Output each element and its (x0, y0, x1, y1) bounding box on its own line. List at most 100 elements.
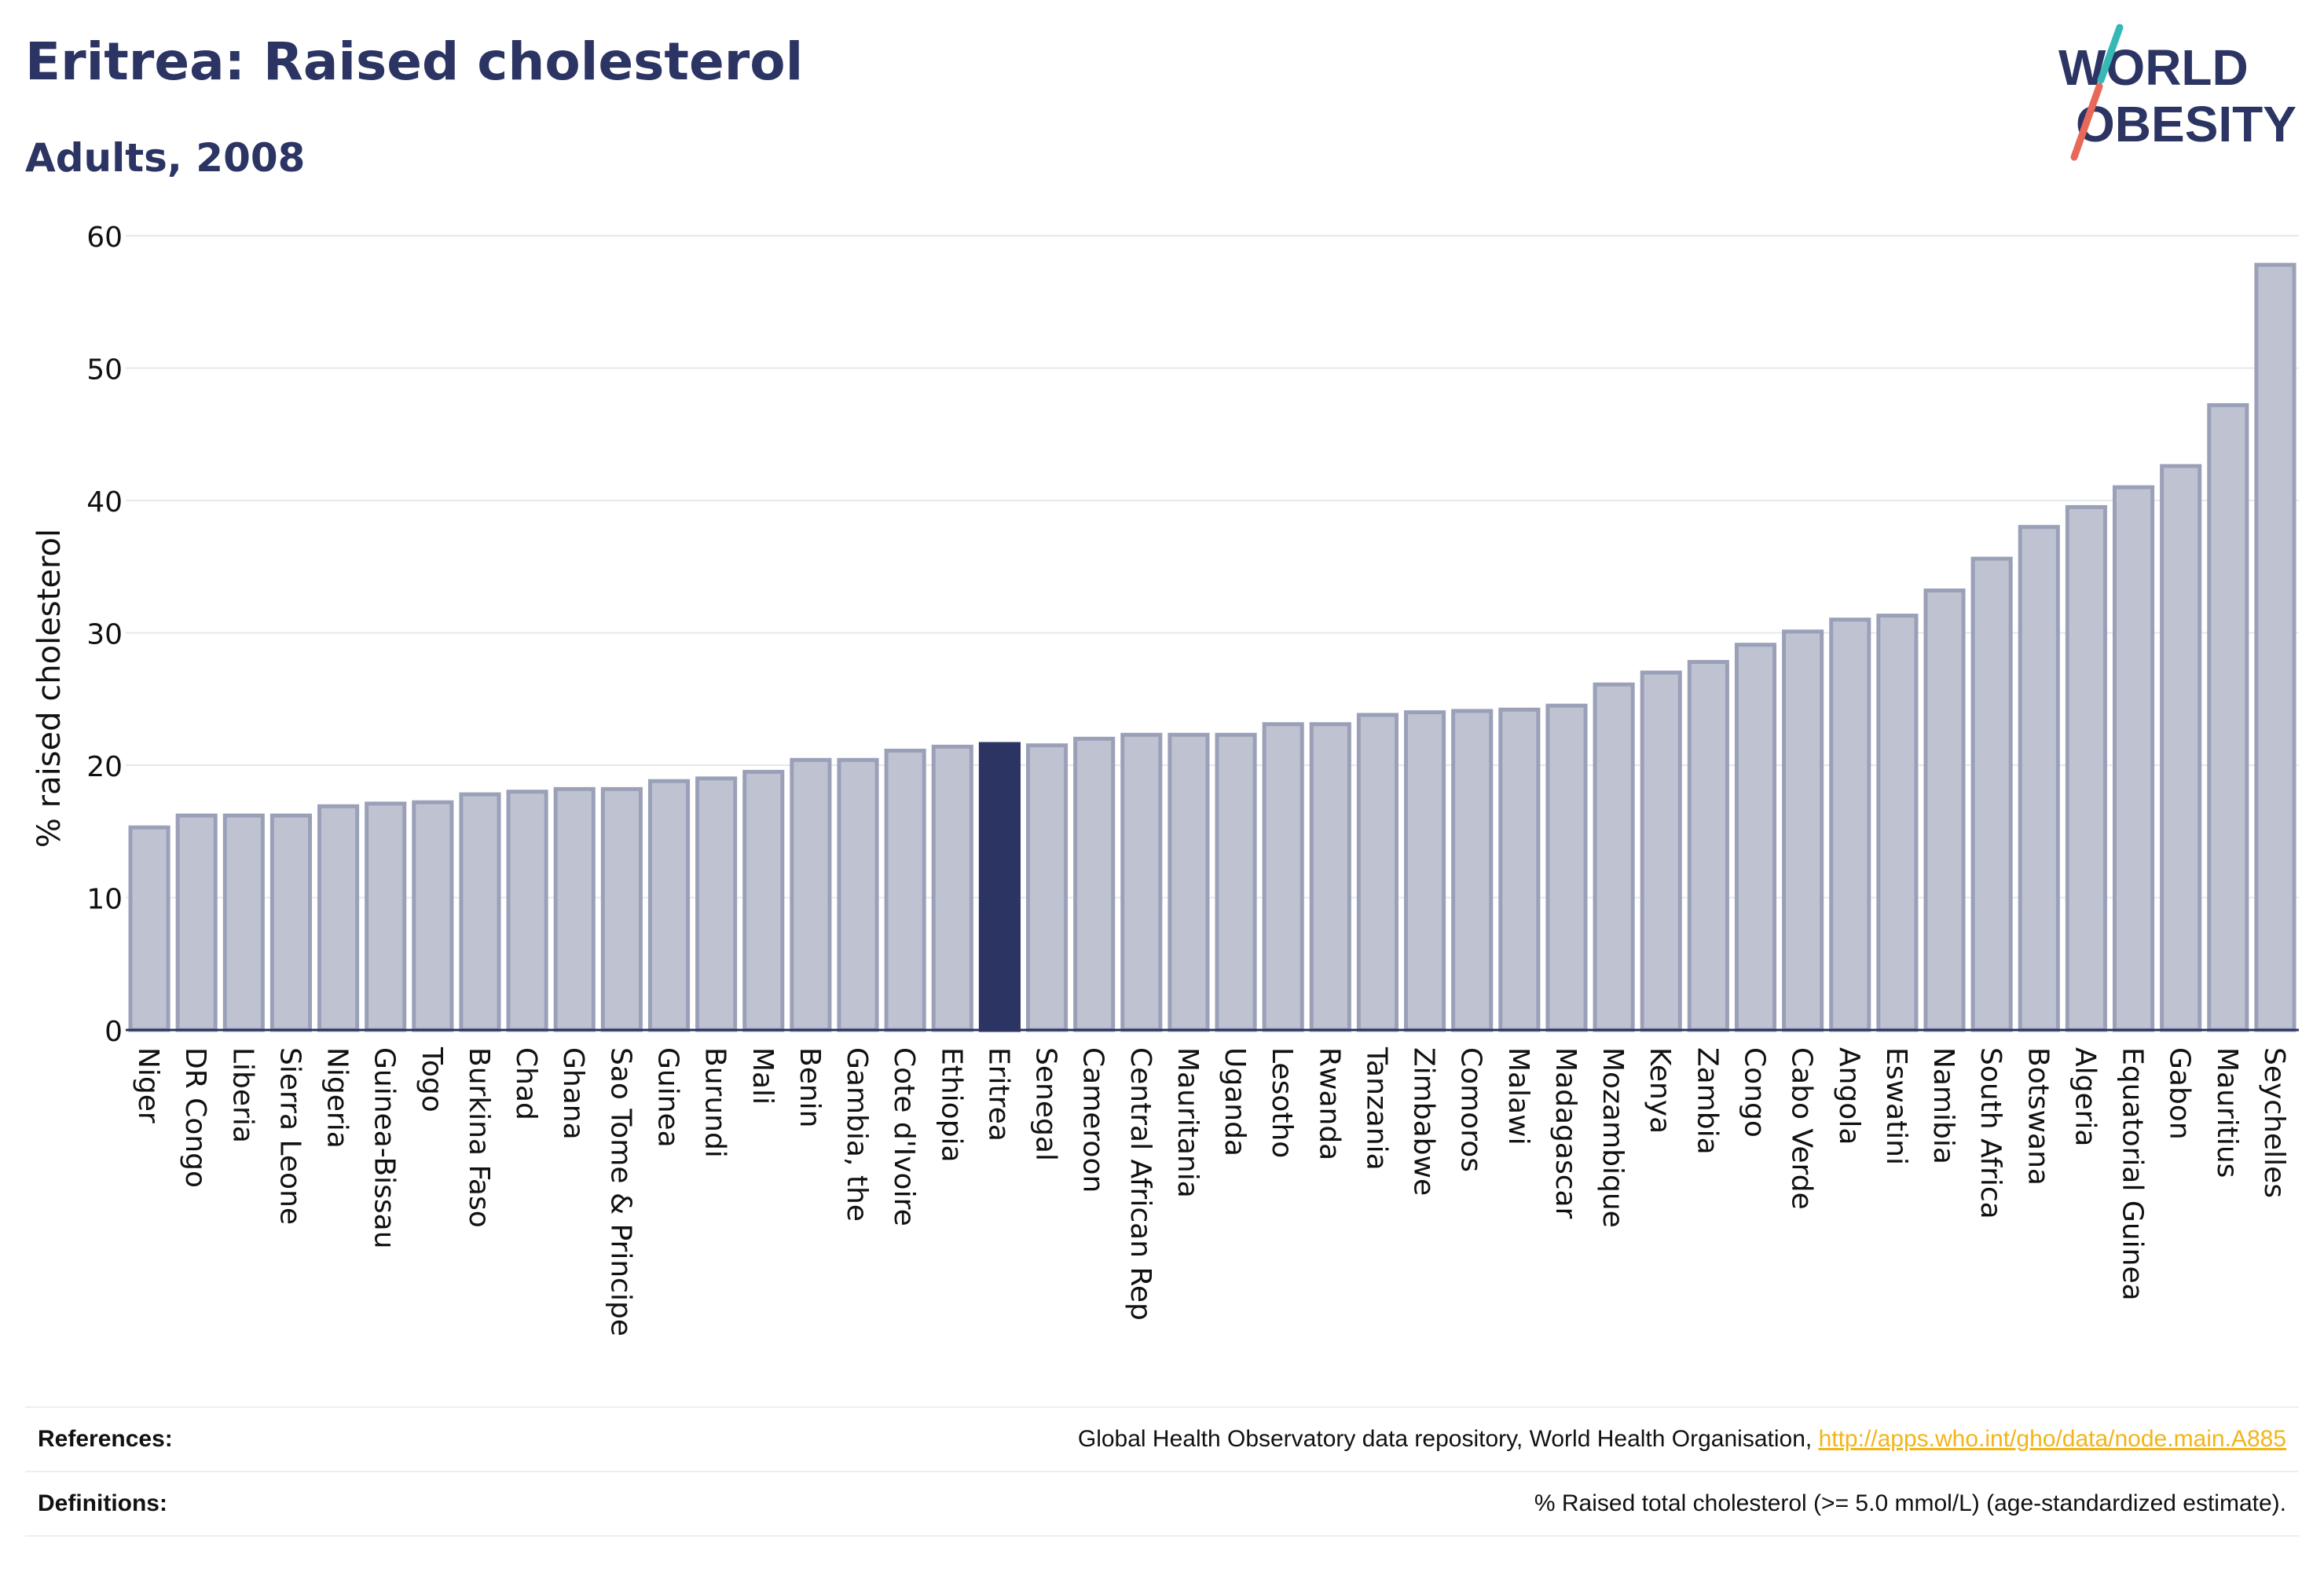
bar-angola (1829, 618, 1871, 1032)
x-tick-label: Seychelles (2258, 1047, 2290, 1198)
x-tick-label: Zambia (1691, 1047, 1723, 1155)
x-tick-label: Senegal (1030, 1047, 1062, 1161)
logo-word-1: WORLD (2058, 39, 2249, 96)
bar-nigeria (317, 804, 360, 1032)
bar-malawi (1498, 707, 1541, 1032)
bar-burundi (695, 776, 738, 1032)
bar-sao-tome-principe (600, 786, 643, 1032)
bar-ethiopia (931, 744, 973, 1032)
bar-ghana (553, 786, 596, 1032)
y-tick-label: 30 (86, 619, 123, 651)
logo-slash-teal (2097, 24, 2124, 84)
bar-togo (412, 800, 454, 1032)
x-tick-label: Burkina Faso (463, 1047, 495, 1228)
x-tick-label: Angola (1833, 1047, 1865, 1145)
x-tick-label: Togo (416, 1046, 448, 1112)
x-tick-label: Algeria (2069, 1047, 2101, 1147)
bar-niger (128, 825, 170, 1032)
x-tick-label: Equatorial Guinea (2117, 1047, 2149, 1301)
x-tick-label: Congo (1739, 1047, 1771, 1138)
y-axis-ticks: 0 10 20 30 40 50 60 (86, 222, 123, 1048)
bar-liberia (222, 813, 265, 1032)
bar-benin (790, 757, 832, 1032)
bar-south-africa (1970, 556, 2013, 1032)
bar-kenya (1640, 670, 1682, 1032)
x-tick-label: Botswana (2022, 1047, 2054, 1186)
references-label: References: (38, 1426, 173, 1452)
definitions-label: Definitions: (38, 1490, 167, 1516)
logo-word-2: OBESITY (2076, 96, 2297, 152)
x-tick-label: Benin (794, 1047, 826, 1127)
bar-zambia (1687, 660, 1729, 1032)
x-tick-label: Liberia (226, 1047, 258, 1143)
bar-cote-d-ivoire (884, 748, 926, 1032)
x-tick-label: Sao Tome & Principe (604, 1047, 636, 1336)
bar-uganda (1215, 732, 1257, 1032)
x-tick-label: Sierra Leone (273, 1047, 306, 1225)
x-tick-label: Rwanda (1313, 1047, 1345, 1160)
bar-chad (506, 790, 548, 1032)
bar-dr-congo (175, 813, 218, 1032)
bar-seychelles (2254, 262, 2297, 1032)
x-tick-label: Zimbabwe (1408, 1047, 1440, 1196)
x-tick-label: Burundi (699, 1047, 731, 1158)
bar-guinea-bissau (365, 801, 407, 1032)
x-tick-label: Mauritius (2211, 1047, 2243, 1178)
y-tick-label: 10 (86, 884, 123, 916)
x-tick-label: Ethiopia (935, 1047, 967, 1163)
x-tick-label: Kenya (1644, 1047, 1676, 1134)
world-obesity-logo: WORLD OBESITY (2058, 24, 2297, 161)
references-row: References: Global Health Observatory da… (25, 1406, 2299, 1471)
logo-slash-coral (2070, 82, 2103, 161)
bar-central-african-rep (1120, 732, 1163, 1032)
x-tick-label: Malawi (1502, 1047, 1534, 1145)
bar-cameroon (1073, 736, 1116, 1032)
x-tick-label: Gambia, the (841, 1047, 873, 1222)
bar-eswatini (1876, 614, 1919, 1032)
x-tick-label: Comoros (1455, 1047, 1487, 1172)
x-tick-label: Niger (132, 1047, 164, 1123)
x-tick-label: Lesotho (1266, 1047, 1298, 1158)
bar-guinea (647, 779, 691, 1032)
definitions-row: Definitions: % Raised total cholesterol … (25, 1471, 2299, 1537)
x-tick-label: Eritrea (982, 1047, 1014, 1142)
x-tick-label: Chad (510, 1047, 542, 1120)
bar-senegal (1025, 743, 1069, 1032)
y-tick-label: 60 (86, 222, 123, 254)
x-tick-label: Eswatini (1880, 1047, 1912, 1165)
bars (128, 262, 2297, 1032)
x-tick-label: Central African Rep (1124, 1047, 1157, 1321)
x-tick-label: Namibia (1927, 1047, 1959, 1164)
x-tick-label: Madagascar (1549, 1047, 1582, 1219)
chart-subtitle: Adults, 2008 (25, 135, 306, 181)
bar-equatorial-guinea (2112, 485, 2155, 1032)
x-tick-label: Uganda (1219, 1047, 1251, 1156)
x-tick-label: Nigeria (321, 1047, 354, 1149)
y-tick-label: 20 (86, 751, 123, 783)
references-link[interactable]: http://apps.who.int/gho/data/node.main.A… (1818, 1426, 2286, 1452)
y-tick-label: 0 (104, 1016, 123, 1048)
bar-algeria (2065, 504, 2107, 1032)
bar-zimbabwe (1404, 710, 1446, 1032)
x-tick-label: South Africa (1974, 1047, 2007, 1219)
bar-chart: 0 10 20 30 40 50 60 Niger DR Congo Liberia Sierra… (31, 222, 2299, 1336)
bar-cabo-verde (1782, 629, 1824, 1032)
x-tick-label: Tanzania (1360, 1046, 1392, 1171)
x-tick-label: Mozambique (1596, 1047, 1629, 1228)
y-tick-label: 40 (86, 486, 123, 519)
x-tick-label: Guinea-Bissau (368, 1047, 401, 1249)
bar-sierra-leone (269, 813, 313, 1032)
bar-botswana (2018, 525, 2060, 1032)
x-tick-label: Guinea (652, 1047, 684, 1148)
bar-eritrea (978, 742, 1021, 1032)
x-tick-label: Mauritania (1171, 1047, 1204, 1198)
bar-tanzania (1356, 713, 1399, 1032)
references-text-block: Global Health Observatory data repositor… (1078, 1426, 2299, 1453)
chart-title: Eritrea: Raised cholesterol (25, 31, 804, 92)
y-axis-label: % raised cholesterol (31, 529, 68, 848)
x-tick-label: Cabo Verde (1786, 1047, 1818, 1210)
x-tick-label: Cote d'Ivoire (888, 1047, 920, 1226)
y-tick-label: 50 (86, 354, 123, 387)
x-tick-label: Cameroon (1077, 1047, 1109, 1193)
bar-mali (742, 769, 785, 1032)
